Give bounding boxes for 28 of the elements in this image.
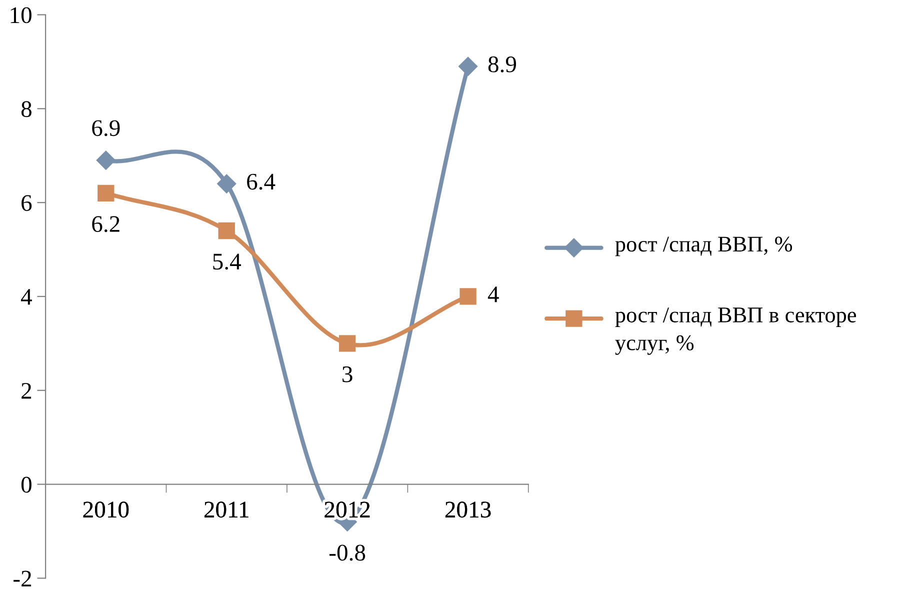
data-label: -0.8: [330, 544, 366, 561]
x-tick-label: 2010: [83, 502, 129, 518]
x-tick-label: 2011: [204, 502, 248, 518]
y-tick-label: 2: [22, 382, 32, 399]
data-label: 8.9: [488, 56, 516, 72]
y-tick-label: 8: [21, 101, 32, 118]
y-tick-label: 6: [22, 195, 32, 211]
data-label: 3: [342, 366, 352, 382]
point: [98, 184, 114, 202]
point: [460, 288, 476, 305]
legend-label: рост /спад ВВП, %: [615, 236, 792, 256]
data-label: 6.4: [247, 174, 276, 190]
y-tick-label: 10: [10, 7, 32, 24]
point: [458, 56, 478, 76]
point: [338, 335, 356, 352]
point: [217, 174, 236, 194]
data-label: 6.2: [92, 216, 120, 232]
legend-label: рост /спад ВВП в секторе услуг, %: [615, 308, 856, 355]
point: [96, 150, 116, 170]
data-label: 6.9: [92, 120, 120, 136]
y-tick-label: -2: [14, 570, 32, 586]
y-tick-label: 4: [21, 289, 32, 305]
x-tick-label: 2012: [324, 502, 370, 518]
point: [218, 222, 235, 240]
data-label: 5.4: [213, 254, 241, 270]
x-tick-label: 2013: [445, 502, 491, 518]
data-label: 4: [488, 286, 499, 302]
y-tick-label: 0: [21, 476, 32, 493]
